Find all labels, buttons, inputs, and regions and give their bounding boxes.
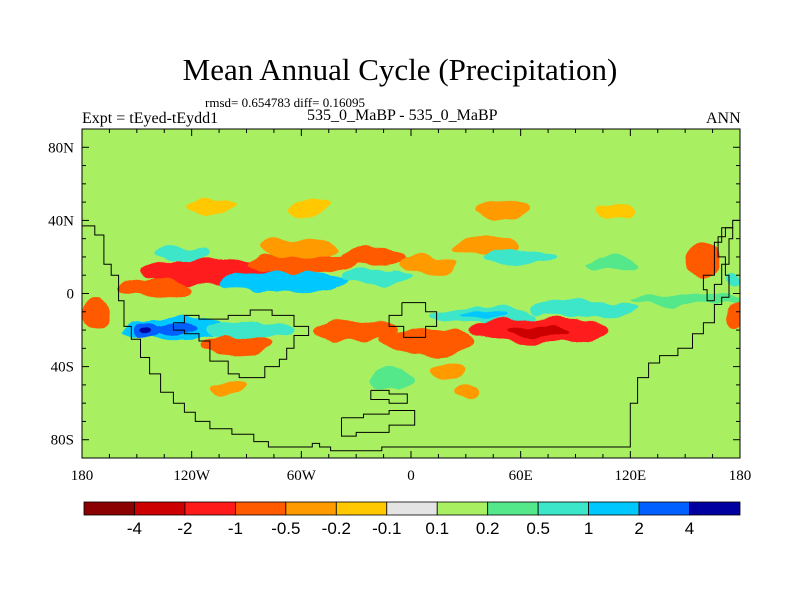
field-anomaly xyxy=(429,361,466,380)
field-anomaly xyxy=(200,335,274,354)
colorbar-label: 1 xyxy=(584,519,593,538)
field-anomaly-core xyxy=(507,324,571,336)
field-anomaly xyxy=(341,247,408,267)
colorbar-label: -1 xyxy=(228,519,243,538)
y-tick-label: 40S xyxy=(51,360,74,376)
x-tick-label: 60E xyxy=(509,468,533,484)
field-anomaly xyxy=(381,328,477,354)
coastline-island-group-a xyxy=(388,302,438,338)
field-anomaly-core xyxy=(178,265,242,278)
field-anomaly xyxy=(451,236,518,256)
field-anomaly xyxy=(476,200,528,219)
field-anomaly xyxy=(453,384,479,396)
field-anomaly xyxy=(206,320,295,340)
colorbar-swatch xyxy=(638,501,690,516)
field-anomaly xyxy=(529,298,640,318)
x-tick-label: 120W xyxy=(173,468,211,484)
colorbar-label: -0.2 xyxy=(322,519,351,538)
field-anomaly xyxy=(82,298,112,329)
colorbar-swatch xyxy=(184,501,236,516)
colorbar-swatch xyxy=(487,501,539,516)
field-anomaly xyxy=(725,277,740,289)
colorbar-swatch xyxy=(588,501,640,516)
field-anomaly xyxy=(601,383,697,405)
colorbar: -4 -2 -1 -0.5 -0.2 -0.1 0.1 0.2 0.5 1 2 4 xyxy=(83,501,741,538)
colorbar-swatch xyxy=(285,501,337,516)
field-anomaly xyxy=(330,386,419,420)
plot-area xyxy=(82,129,740,458)
x-tick-label: 0 xyxy=(407,468,415,484)
coastline-layer xyxy=(82,219,740,452)
season-label: ANN xyxy=(706,110,741,127)
field-anomaly xyxy=(685,242,722,279)
field-anomaly xyxy=(597,202,634,221)
x-tick-label: 180 xyxy=(71,468,94,484)
field-anomaly xyxy=(586,256,638,272)
field-anomaly xyxy=(725,300,740,331)
x-tick-label: 60W xyxy=(287,468,317,484)
field-anomaly xyxy=(156,245,209,261)
axes: 180 120W 60W 0 60E 120E 180 80N 40N 0 40S 80S xyxy=(48,129,751,484)
field-anomaly xyxy=(315,319,397,342)
chart-subtitle: rmsd= 0.654783 diff= 0.16095 xyxy=(205,95,365,110)
field-layer xyxy=(82,198,740,420)
field-anomaly xyxy=(246,253,357,276)
field-anomaly xyxy=(209,381,247,396)
x-tick-label: 120E xyxy=(614,468,646,484)
colorbar-label: -0.5 xyxy=(271,519,300,538)
colorbar-label: 0.5 xyxy=(526,519,550,538)
field-anomaly xyxy=(261,236,342,259)
experiment-label: Expt = tEyed-tEydd1 xyxy=(82,110,219,127)
colorbar-swatch xyxy=(234,501,287,516)
y-tick-label: 80N xyxy=(48,140,74,156)
field-anomaly xyxy=(118,278,192,298)
field-anomaly-core xyxy=(255,278,312,287)
y-tick-label: 80S xyxy=(51,433,74,449)
colorbar-label: 4 xyxy=(685,519,694,538)
field-anomaly xyxy=(337,269,412,285)
coastline-island-group-b xyxy=(341,410,416,437)
coastline-southern-continent xyxy=(172,309,310,379)
field-anomaly xyxy=(484,249,558,265)
colorbar-label: 0.1 xyxy=(425,519,449,538)
case-label: 535_0_MaBP - 535_0_MaBP xyxy=(307,107,498,124)
colorbar-swatch xyxy=(537,501,590,516)
colorbar-swatch xyxy=(335,501,388,516)
coastline-americas xyxy=(82,219,740,452)
colorbar-label: -0.1 xyxy=(372,519,401,538)
y-tick-label: 40N xyxy=(48,213,74,229)
y-tick-label: 0 xyxy=(67,287,75,303)
colorbar-label: -2 xyxy=(177,519,192,538)
field-anomaly xyxy=(100,386,210,413)
colorbar-label: -4 xyxy=(127,519,142,538)
field-anomaly-core xyxy=(139,325,153,335)
colorbar-swatch xyxy=(83,501,135,516)
field-anomaly xyxy=(630,293,740,305)
colorbar-label: 2 xyxy=(634,519,643,538)
coastline-island-group-c xyxy=(370,389,408,404)
colorbar-swatch xyxy=(134,501,186,516)
coastline-eastern-peninsula xyxy=(702,227,734,302)
colorbar-swatch xyxy=(689,501,741,516)
field-anomaly-core xyxy=(459,312,509,319)
field-anomaly xyxy=(400,255,459,274)
colorbar-swatch xyxy=(386,501,438,516)
chart-title: Mean Annual Cycle (Precipitation) xyxy=(182,52,618,87)
x-tick-label: 180 xyxy=(729,468,752,484)
field-anomaly xyxy=(288,198,333,217)
colorbar-swatch xyxy=(436,501,489,516)
field-anomaly xyxy=(370,368,415,391)
colorbar-label: 0.2 xyxy=(476,519,500,538)
field-anomaly xyxy=(184,198,236,214)
